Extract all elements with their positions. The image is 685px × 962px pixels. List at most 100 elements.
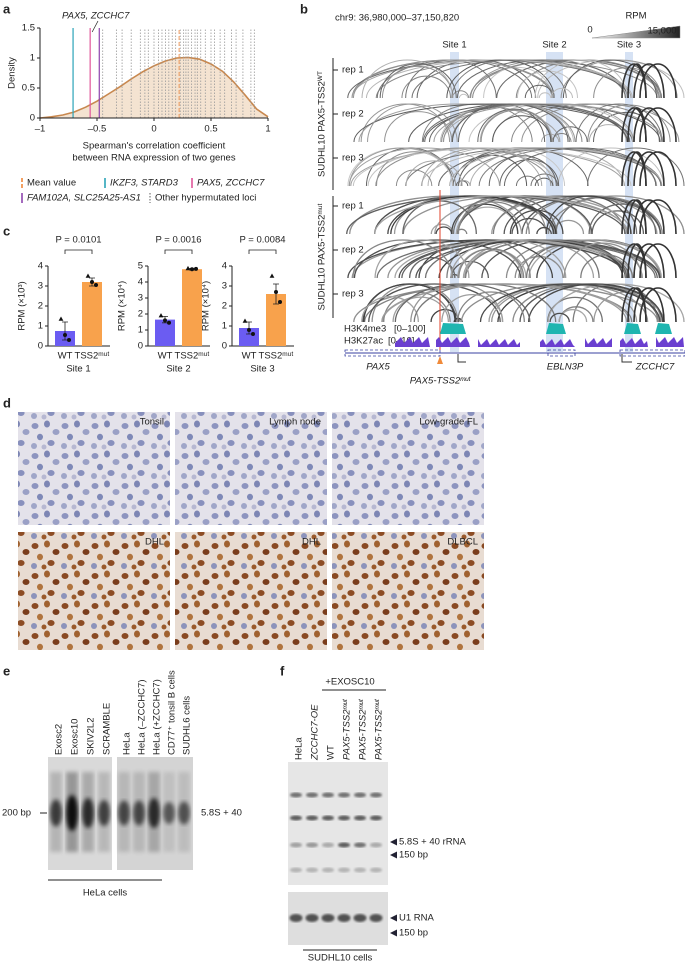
contact-arc	[633, 107, 665, 143]
y-tick-label: 4	[222, 261, 227, 272]
contact-arc	[639, 199, 677, 235]
contact-arc	[586, 147, 685, 187]
image-label: Lymph node	[269, 417, 321, 428]
site-label: Site 3	[617, 40, 641, 51]
contact-arc	[408, 256, 456, 279]
panel-label: d	[3, 395, 11, 410]
data-point	[269, 273, 275, 278]
contact-arc	[633, 287, 665, 323]
gel-band	[163, 802, 175, 824]
bar	[182, 269, 202, 346]
data-point	[67, 338, 71, 342]
lane-label: ZCCHC7-OE	[310, 704, 321, 761]
contact-arc	[516, 70, 578, 99]
contact-arc	[530, 173, 559, 187]
gel-band	[290, 867, 302, 873]
lane-label: Exosc2	[54, 724, 65, 755]
contact-arc	[405, 160, 463, 187]
group-label: SUDHL10 cells	[308, 953, 373, 962]
gel-band	[290, 842, 302, 848]
contact-arc	[352, 59, 555, 99]
band-label: U1 RNA	[399, 913, 435, 924]
gel-band	[321, 914, 335, 922]
mutation-label: PAX5-TSS2ᵐᵘᵗ	[410, 376, 472, 387]
contact-arc	[457, 201, 530, 235]
lane-label: SKIV2L2	[86, 718, 97, 756]
legend-label: IKZF3, STARD3	[110, 178, 179, 189]
histology-image	[18, 412, 170, 525]
rep-label: rep 1	[342, 201, 364, 212]
contact-arc	[492, 195, 626, 235]
gel-band	[369, 914, 383, 922]
contact-arc	[545, 195, 632, 235]
contact-arc	[394, 283, 531, 323]
contact-arc	[639, 63, 677, 99]
contact-arc	[536, 226, 552, 235]
panel-label: c	[3, 223, 10, 238]
y-tick-label: 1	[222, 321, 227, 332]
significance-bracket	[248, 249, 277, 254]
mutation-arrow	[437, 356, 443, 364]
pointer	[390, 914, 397, 922]
image-label: DHL	[302, 537, 321, 548]
y-tick-label: 0.5	[22, 83, 35, 94]
contact-arc	[492, 115, 552, 143]
contact-arc	[509, 209, 564, 235]
gel-band	[306, 867, 318, 873]
h3k4me3-peak	[655, 323, 672, 334]
gel-band	[306, 792, 318, 798]
data-point	[163, 318, 167, 323]
contact-arc	[422, 103, 631, 143]
bar	[266, 294, 286, 346]
contact-arc	[534, 177, 554, 187]
contact-arc	[458, 93, 469, 99]
contact-arc	[375, 147, 552, 187]
x-axis-title: Site 3	[250, 364, 274, 375]
contact-arc	[435, 226, 453, 235]
gel-band	[370, 842, 382, 848]
x-tick-label: WT	[242, 351, 257, 362]
gel-band	[354, 815, 366, 821]
track-range: [0–100]	[394, 324, 426, 335]
gene-body	[547, 349, 576, 357]
data-point	[274, 290, 278, 294]
gel-band	[50, 799, 62, 827]
gel-band	[289, 914, 303, 922]
gene-label: EBLN3P	[547, 362, 584, 373]
gel-band	[338, 842, 350, 848]
contact-arc	[395, 169, 433, 187]
contact-arc	[627, 107, 647, 143]
data-point	[251, 332, 255, 336]
contact-arc	[503, 147, 657, 187]
contact-arc	[639, 287, 677, 323]
contact-arc	[633, 243, 665, 279]
contact-arc	[381, 283, 628, 323]
contact-arc	[588, 203, 657, 235]
rep-label: rep 3	[342, 289, 364, 300]
h3k27ac-signal	[540, 339, 575, 347]
band-label: 150 bp	[399, 928, 428, 939]
contact-arc	[376, 151, 454, 187]
significance-bracket	[64, 249, 93, 254]
rep-label: rep 2	[342, 245, 364, 256]
gel-band	[354, 792, 366, 798]
y-tick-label: 3	[222, 281, 227, 292]
h3k27ac-signal	[436, 337, 470, 347]
track-name: H3K4me3	[344, 324, 386, 335]
contact-arc	[633, 199, 665, 235]
lane-label: CD77⁺ tonsil B cells	[167, 670, 178, 755]
contact-arc	[575, 103, 663, 143]
rep-label: rep 1	[342, 65, 364, 76]
contact-arc	[405, 147, 662, 187]
pointer	[390, 851, 397, 859]
gel-band	[322, 792, 334, 798]
gene-label: ZCCHC7	[635, 362, 675, 373]
contact-arc	[353, 103, 634, 143]
gene-body	[344, 349, 441, 357]
contact-arc	[457, 291, 525, 323]
track-name: H3K27ac	[344, 336, 383, 347]
y-tick-label: 1	[30, 53, 35, 64]
gel-band	[306, 815, 318, 821]
x-tick-label: WT	[58, 351, 73, 362]
lane-label: PAX5-TSS2ᵐᵘᵗ	[374, 698, 385, 760]
